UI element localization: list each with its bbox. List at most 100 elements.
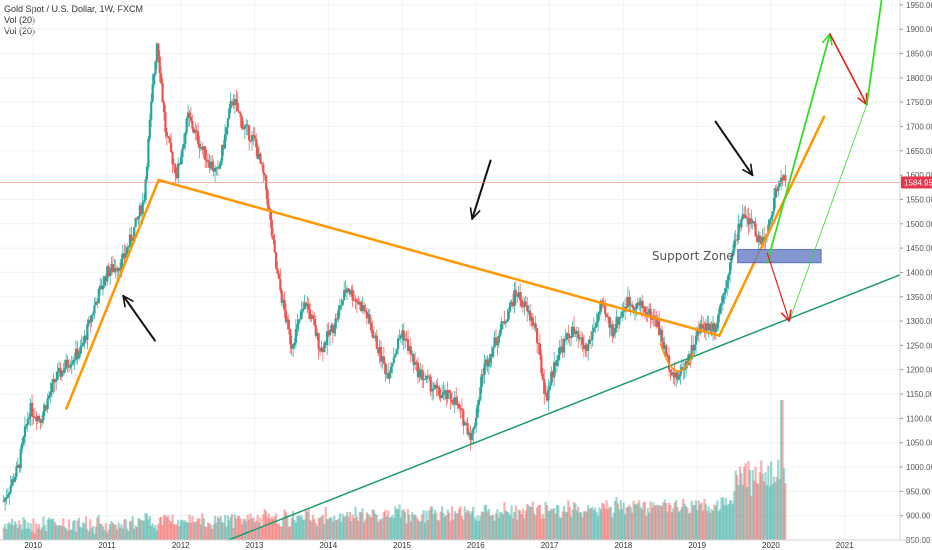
volume-bar xyxy=(111,522,115,540)
candle-body xyxy=(743,214,746,216)
volume-bar xyxy=(18,520,21,540)
candle-body xyxy=(379,346,383,362)
price-axis[interactable]: 850.00900.00950.001000.001050.001100.001… xyxy=(899,0,932,550)
candle-body xyxy=(253,135,256,139)
price-tick-label: 1950.00 xyxy=(906,1,932,10)
volume-bar xyxy=(594,507,597,540)
candle-body xyxy=(222,144,225,149)
candle-body xyxy=(472,428,475,435)
candle-body xyxy=(43,405,46,412)
volume-bar xyxy=(564,511,567,540)
time-axis[interactable]: 2010 2011 2012 2013 2014 2015 2016 2017 2018 2019… xyxy=(0,539,932,550)
volume-bar xyxy=(94,526,98,540)
volume-bar xyxy=(537,505,540,540)
candle-body xyxy=(277,273,281,279)
current-price-label: 1584.95 xyxy=(904,178,932,187)
candle-body xyxy=(726,280,729,288)
symbol-label[interactable]: Gold Spot / U.S. Dollar, 1W, FXCM xyxy=(4,4,144,14)
volume-bar xyxy=(496,509,499,540)
volume-bar xyxy=(211,528,214,540)
candle-body xyxy=(30,402,34,417)
trend-drawings: Support Zone xyxy=(0,0,901,541)
candle-body xyxy=(423,379,427,381)
volume-bar xyxy=(548,510,551,540)
candle-body xyxy=(59,367,62,377)
candle-body xyxy=(612,333,615,337)
volume-bar xyxy=(57,525,61,540)
candle-body xyxy=(38,415,41,420)
volume-bar xyxy=(274,513,278,540)
candle-body xyxy=(597,314,600,323)
volume-bar xyxy=(341,514,344,540)
volume-bar xyxy=(225,526,228,540)
volume-bar xyxy=(479,515,482,540)
candle-body xyxy=(131,239,134,241)
candle-body xyxy=(450,399,454,403)
volume-bar xyxy=(242,519,245,540)
volume-bar xyxy=(97,514,100,540)
candle-body xyxy=(632,306,635,311)
candle-body xyxy=(110,264,113,272)
candle-body xyxy=(172,164,176,166)
candle-body xyxy=(679,370,682,377)
candle-body xyxy=(177,163,180,179)
candle-body xyxy=(658,320,661,335)
volume-bar xyxy=(367,513,370,540)
volume-bar xyxy=(713,504,716,540)
candle-body xyxy=(487,362,490,367)
candle-body xyxy=(89,319,92,323)
volume-bar xyxy=(648,512,651,540)
candle-body xyxy=(279,278,282,291)
candle-body xyxy=(558,347,561,355)
candle-body xyxy=(355,299,359,303)
candle-body xyxy=(341,300,344,306)
candle-body xyxy=(497,336,500,344)
candle-body xyxy=(680,367,683,371)
volume-bar xyxy=(472,506,475,540)
candle-body xyxy=(489,353,492,363)
volume-bar xyxy=(743,466,746,540)
candle-body xyxy=(371,330,374,338)
candle-body xyxy=(26,419,29,425)
volume-bar xyxy=(585,511,588,540)
candle-body xyxy=(335,318,339,320)
volume-bar xyxy=(405,523,408,540)
candle-body xyxy=(140,205,143,214)
candle-body xyxy=(523,301,526,307)
candle-body xyxy=(625,306,628,308)
candle-body xyxy=(152,74,156,85)
volume-bar xyxy=(28,528,31,540)
volume-bar xyxy=(96,517,99,540)
volume-bar xyxy=(338,513,342,540)
volume-bar xyxy=(23,519,27,540)
candle-body xyxy=(506,319,509,322)
candle-body xyxy=(124,253,127,258)
rounding-bottom-curve xyxy=(659,342,695,372)
candle-body xyxy=(204,146,207,160)
candle-body xyxy=(370,322,373,331)
candle-body xyxy=(223,134,227,149)
candle-body xyxy=(57,367,61,372)
candle-body xyxy=(557,354,560,361)
volume-bar xyxy=(333,515,336,540)
volume-bar xyxy=(316,525,319,540)
volume-bar xyxy=(82,522,85,540)
candle-body xyxy=(643,306,647,313)
volume-bar xyxy=(243,518,246,540)
volume-indicator-2[interactable]: Vol (20) xyxy=(4,26,36,36)
price-tick-label: 1450.00 xyxy=(906,244,932,253)
volume-bar xyxy=(459,506,462,540)
volume-bar xyxy=(127,531,130,540)
candle-body xyxy=(544,392,547,394)
volume-bar xyxy=(21,529,24,540)
volume-bar xyxy=(672,508,675,540)
volume-bar xyxy=(114,524,117,540)
volume-indicator-1[interactable]: Vol (20) xyxy=(4,15,36,25)
volume-bar xyxy=(66,530,69,540)
candle-body xyxy=(91,313,95,316)
candle-body xyxy=(482,374,485,376)
volume-bar xyxy=(721,497,725,540)
candle-body xyxy=(761,237,764,245)
candle-body xyxy=(538,343,542,356)
